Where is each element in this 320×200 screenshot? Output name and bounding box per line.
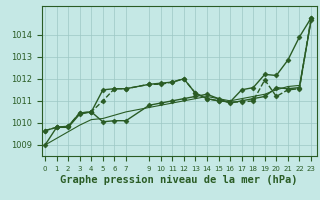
X-axis label: Graphe pression niveau de la mer (hPa): Graphe pression niveau de la mer (hPa) [60, 174, 298, 185]
